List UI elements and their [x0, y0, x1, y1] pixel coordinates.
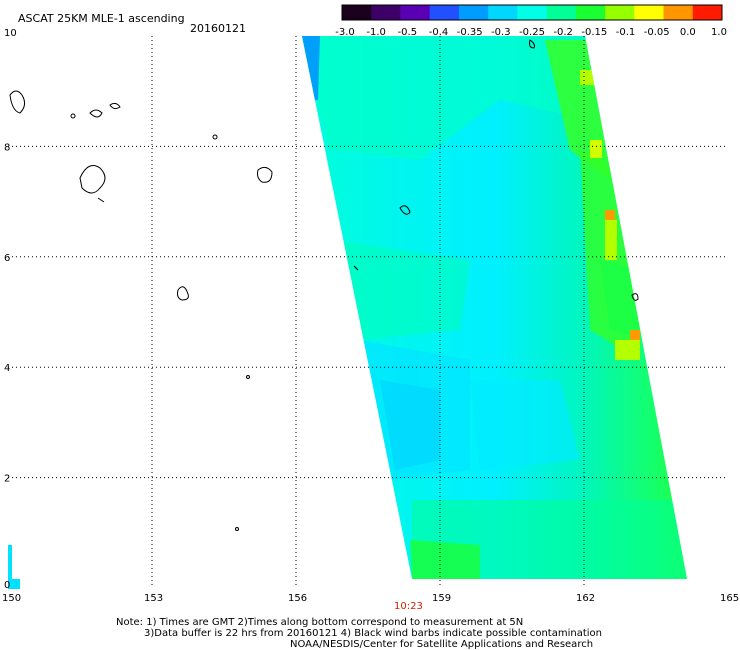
y-axis-labels: 0 2 4 6 8 10	[4, 28, 17, 591]
colorbar-tick-label: -1.0	[366, 27, 386, 38]
x-tick-label: 156	[288, 593, 307, 604]
island-outline	[257, 166, 273, 183]
y-tick-label: 10	[4, 28, 17, 39]
island-outline	[177, 286, 189, 301]
swath-time-label: 10:23	[394, 601, 423, 612]
colorbar-swatch	[488, 5, 518, 20]
island-outline	[631, 293, 639, 301]
colorbar-swatch	[634, 5, 665, 20]
colorbar-swatch	[546, 5, 577, 20]
island-outline	[89, 102, 121, 118]
colorbar-swatch	[400, 5, 431, 20]
island-outline	[353, 265, 359, 271]
y-tick-label: 6	[4, 253, 10, 264]
ascat-swath	[302, 36, 687, 579]
product-date: 20160121	[190, 22, 246, 35]
island-outline	[235, 527, 239, 531]
colorbar-tick-label: 1.0	[711, 27, 727, 38]
footer-note-line2: 3)Data buffer is 22 hrs from 20160121 4)…	[144, 628, 602, 639]
x-tick-label: 153	[144, 593, 163, 604]
colorbar-swatch	[517, 5, 548, 20]
island-outline	[70, 113, 76, 119]
colorbar-swatch	[692, 5, 723, 20]
colorbar-swatch	[575, 5, 606, 20]
footer-note-line1: Note: 1) Times are GMT 2)Times along bot…	[116, 617, 523, 628]
colorbar: -3.0 -1.0 -0.5 -0.4 -0.35 -0.3 -0.25 -0.2 -0.15-…	[335, 4, 727, 38]
colorbar-tick-label: -0.2	[553, 27, 573, 38]
edge-data-block	[8, 579, 20, 589]
map-gridlines	[8, 36, 728, 588]
colorbar-frame	[341, 4, 723, 21]
colorbar-tick-label: -3.0	[335, 27, 355, 38]
x-axis-labels: 150 153 156 159 162 165	[2, 593, 739, 604]
colorbar-swatch	[371, 5, 401, 20]
edge-data-strip	[8, 545, 12, 580]
island-outline	[9, 90, 26, 114]
colorbar-swatch	[605, 5, 635, 20]
colorbar-tick-label: -0.35	[457, 27, 483, 38]
x-tick-label: 165	[720, 593, 739, 604]
colorbar-swatch	[342, 5, 372, 20]
island-outline	[529, 39, 535, 49]
footer-credit: NOAA/NESDIS/Center for Satellite Applica…	[290, 639, 593, 650]
y-tick-label: 8	[4, 142, 10, 153]
island-outline	[399, 205, 411, 215]
island-coastlines	[9, 39, 639, 531]
colorbar-tick-label: -0.1	[616, 27, 636, 38]
island-outline	[246, 375, 250, 379]
y-tick-label: 0	[4, 580, 10, 591]
colorbar-tick-label: -0.5	[398, 27, 418, 38]
colorbar-tick-label: -0.15	[581, 27, 607, 38]
island-outline	[79, 165, 106, 203]
colorbar-tick-label: -0.25	[519, 27, 545, 38]
colorbar-swatch	[663, 5, 694, 20]
y-tick-label: 2	[4, 474, 10, 485]
x-tick-label: 150	[2, 593, 21, 604]
colorbar-swatch	[458, 5, 489, 20]
colorbar-tick-label: -0.3	[491, 27, 511, 38]
colorbar-tick-label: 0.0	[680, 27, 696, 38]
x-tick-label: 162	[576, 593, 595, 604]
x-tick-label: 159	[432, 593, 451, 604]
colorbar-swatch	[429, 5, 460, 20]
colorbar-tick-label: -0.05	[644, 27, 670, 38]
product-title: ASCAT 25KM MLE-1 ascending	[18, 12, 185, 25]
y-tick-label: 4	[4, 363, 10, 374]
colorbar-tick-label: -0.4	[429, 27, 449, 38]
island-outline	[212, 134, 218, 140]
